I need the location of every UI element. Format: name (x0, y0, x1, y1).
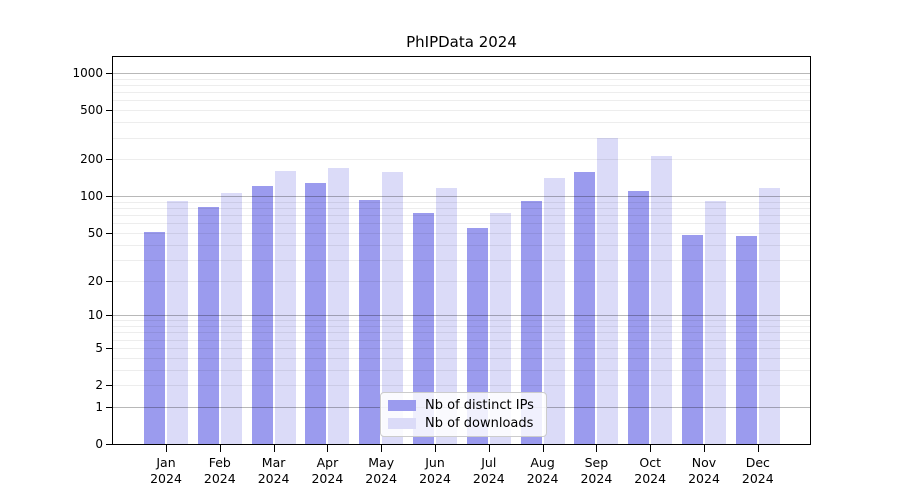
y-tick-label-0: 0 (95, 437, 103, 451)
bar-nb-of-downloads-mar (274, 170, 296, 444)
y-tick-5 (106, 347, 112, 349)
x-tick-nov (704, 445, 705, 452)
x-tick-oct (650, 445, 652, 452)
bar-nb-of-downloads-jan (167, 200, 188, 444)
bar-nb-of-downloads-oct (651, 155, 673, 444)
bar-nb-of-downloads-sep (597, 137, 619, 444)
bar-nb-of-distinct-ips-apr (305, 183, 327, 444)
y-tick-200 (106, 159, 112, 161)
x-axis: Jan 2024 Feb 2024 Mar 2024 Apr 2024 May 2024 Jun 20… (113, 445, 812, 496)
x-tick-apr (327, 445, 329, 452)
bar-nb-of-distinct-ips-may (359, 199, 381, 444)
bar-nb-of-distinct-ips-mar (251, 185, 273, 444)
x-tick-jun (435, 445, 436, 452)
y-tick-label-100: 100 (80, 189, 103, 204)
bar-nb-of-downloads-nov (705, 201, 726, 444)
y-axis: 1000 500 200 100 50 20 10 5 2 1 0 (72, 57, 810, 451)
y-tick-20 (106, 280, 112, 282)
bar-nb-of-distinct-ips-jul (466, 227, 488, 444)
x-tick-sep (596, 445, 598, 452)
x-tick-jul (488, 445, 490, 452)
legend-swatch-distinct-ips (388, 400, 416, 411)
y-tick-label-2: 2 (95, 378, 103, 392)
bar-nb-of-downloads-jun (436, 187, 457, 444)
bar-nb-of-distinct-ips-sep (574, 171, 596, 444)
y-tick-1 (106, 406, 112, 408)
y-tick-label-1: 1 (95, 399, 103, 414)
bar-nb-of-downloads-apr (328, 167, 350, 444)
x-tick-label-jul: Jul 2024 (472, 455, 505, 486)
x-tick-jan (166, 445, 167, 452)
bar-nb-of-distinct-ips-jun (413, 212, 434, 444)
y-tick-label-5: 5 (95, 340, 103, 355)
bar-nb-of-downloads-jul (489, 212, 511, 444)
y-tick-label-200: 200 (80, 152, 103, 167)
bar-nb-of-downloads-feb (220, 193, 242, 444)
legend-item-distinct-ips: Nb of distinct IPs (388, 398, 538, 413)
x-tick-label-nov: Nov 2024 (688, 455, 720, 486)
bar-nb-of-distinct-ips-jan (144, 231, 165, 444)
bar-nb-of-distinct-ips-nov (682, 235, 703, 444)
y-tick-1000 (106, 73, 112, 74)
bar-nb-of-downloads-dec (758, 187, 780, 444)
y-tick-100 (106, 196, 112, 198)
bar-nb-of-distinct-ips-dec (735, 236, 757, 444)
y-tick-label-10: 10 (87, 308, 103, 323)
plot-area: 1000 500 200 100 50 20 10 5 2 1 0 Jan 2024 Feb 2024 Ma… (72, 56, 811, 486)
x-tick-label-jun: Jun 2024 (419, 455, 451, 486)
y-tick-10 (106, 315, 112, 317)
y-tick-label-50: 50 (87, 225, 103, 240)
x-tick-label-mar: Mar 2024 (257, 455, 290, 486)
x-tick-label-sep: Sep 2024 (580, 455, 613, 486)
x-tick-label-apr: Apr 2024 (311, 455, 344, 486)
x-tick-mar (273, 445, 275, 452)
bar-nb-of-downloads-may (382, 172, 404, 444)
x-tick-label-dec: Dec 2024 (741, 455, 774, 486)
legend-swatch-downloads (388, 418, 416, 429)
y-tick-0 (106, 444, 112, 445)
x-tick-feb (219, 445, 221, 452)
x-tick-may (381, 445, 383, 452)
x-tick-label-aug: Aug 2024 (526, 455, 559, 486)
x-tick-label-may: May 2024 (365, 455, 398, 486)
y-tick-label-500: 500 (80, 103, 103, 118)
x-tick-aug (542, 445, 544, 452)
legend-label-downloads: Nb of downloads (425, 416, 534, 431)
y-tick-50 (106, 232, 112, 234)
bar-nb-of-distinct-ips-aug (520, 201, 542, 444)
legend: Nb of distinct IPs Nb of downloads (380, 392, 547, 437)
y-tick-500 (106, 110, 112, 112)
x-tick-label-oct: Oct 2024 (634, 455, 667, 486)
y-tick-2 (106, 385, 112, 386)
x-tick-label-feb: Feb 2024 (203, 455, 236, 486)
bar-nb-of-downloads-aug (543, 177, 565, 444)
x-tick-label-jan: Jan 2024 (150, 455, 182, 486)
y-tick-label-1000: 1000 (72, 66, 103, 80)
chart-title: PhIPData 2024 (406, 33, 517, 51)
bar-nb-of-distinct-ips-feb (197, 207, 219, 444)
legend-item-downloads: Nb of downloads (388, 416, 538, 431)
y-tick-label-20: 20 (87, 273, 103, 288)
x-tick-dec (757, 445, 759, 452)
bar-nb-of-distinct-ips-oct (628, 191, 650, 444)
legend-label-distinct-ips: Nb of distinct IPs (425, 398, 534, 413)
bars-layer (113, 57, 810, 444)
